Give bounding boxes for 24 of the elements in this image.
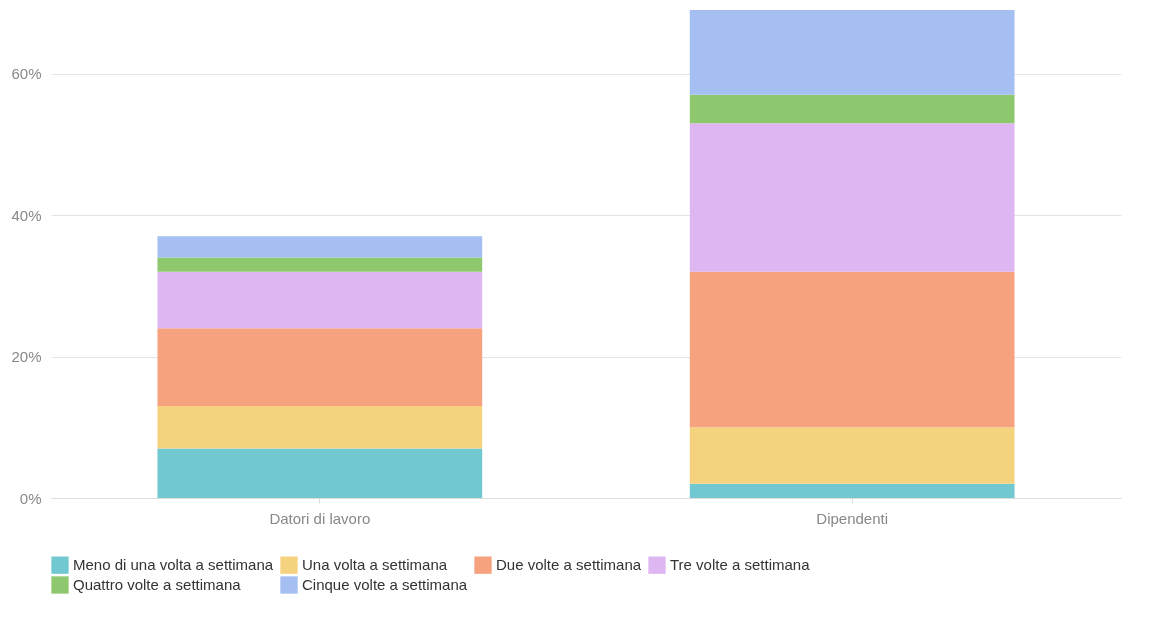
bar: [689, 427, 1015, 484]
bar: [689, 271, 1015, 428]
x-tick-label: Datori di lavoro: [269, 509, 371, 527]
x-tick-label: Dipendenti: [816, 509, 889, 527]
legend-label: Meno di una volta a settimana: [73, 556, 274, 574]
bar: [689, 94, 1015, 124]
bar: [157, 328, 483, 407]
y-tick-label: 0%: [19, 489, 42, 507]
legend-label: Quattro volte a settimana: [73, 576, 242, 593]
bar: [689, 483, 1015, 498]
y-tick-label: 20%: [11, 348, 42, 366]
legend-label: Una volta a settimana: [302, 556, 448, 574]
bar: [157, 257, 483, 272]
bar: [157, 236, 483, 258]
bar: [689, 123, 1015, 272]
y-tick-label: 40%: [11, 206, 42, 224]
legend-label: Cinque volte a settimana: [302, 576, 468, 593]
bar: [689, 10, 1015, 95]
bar: [157, 448, 483, 498]
legend-label: Due volte a settimana: [496, 556, 642, 574]
bar: [157, 271, 483, 329]
bar: [157, 406, 483, 449]
y-tick-label: 60%: [11, 65, 42, 83]
legend-label: Tre volte a settimana: [670, 556, 811, 574]
